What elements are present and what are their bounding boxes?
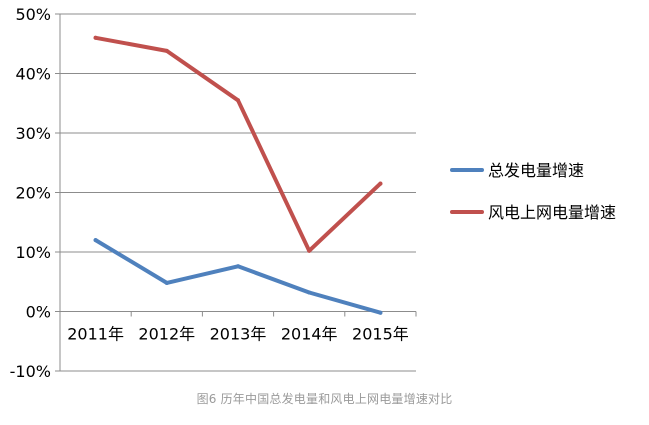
series-line-1 bbox=[93, 35, 383, 253]
series-lines bbox=[93, 35, 383, 315]
x-tick-label: 2014年 bbox=[281, 325, 338, 344]
legend-label: 风电上网电量增速 bbox=[488, 203, 616, 222]
data-point bbox=[164, 48, 169, 53]
y-tick-label: 20% bbox=[15, 184, 51, 203]
y-tick-label: 0% bbox=[26, 303, 51, 322]
x-tick-label: 2011年 bbox=[67, 325, 124, 344]
data-point bbox=[236, 98, 240, 103]
y-tick-label: -10% bbox=[10, 362, 51, 381]
data-point bbox=[93, 35, 98, 40]
y-tick-label: 50% bbox=[15, 5, 51, 24]
y-tick-label: 10% bbox=[15, 243, 51, 262]
legend-label: 总发电量增速 bbox=[488, 161, 584, 180]
series-line-0 bbox=[93, 238, 383, 315]
x-tick-label: 2012年 bbox=[138, 325, 195, 344]
y-tick-label: 40% bbox=[15, 65, 51, 84]
data-point bbox=[93, 238, 98, 243]
data-point bbox=[378, 310, 383, 315]
gridlines bbox=[60, 13, 416, 372]
x-tick-label: 2015年 bbox=[352, 325, 409, 344]
data-point bbox=[236, 264, 240, 269]
data-point bbox=[307, 290, 312, 295]
data-point bbox=[307, 248, 312, 253]
y-tick-label: 30% bbox=[15, 124, 51, 143]
data-point bbox=[378, 181, 383, 186]
figure-caption: 图6 历年中国总发电量和风电上网电量增速对比 bbox=[196, 392, 453, 406]
axes: -10% 0% 10% 20% 30% 40% 50% 2011年 2012年 2013年 2014… bbox=[10, 5, 417, 381]
data-point bbox=[164, 280, 169, 285]
x-tick-label: 2013年 bbox=[210, 325, 267, 344]
